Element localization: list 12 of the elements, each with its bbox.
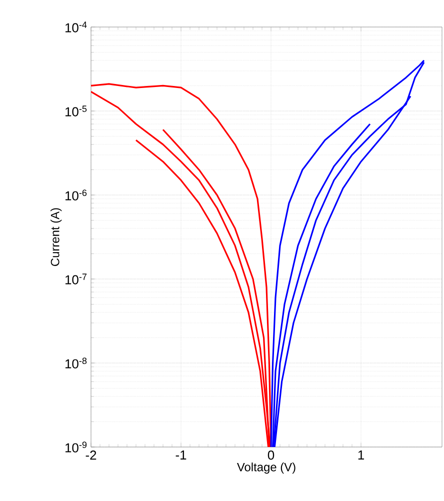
y-tick-label: 10$^{-4}$	[66, 22, 87, 32]
x-tick-label: -1	[176, 450, 186, 460]
y-tick-label: 10$^{-9}$	[66, 442, 87, 452]
y-tick-label: 10$^{-7}$	[66, 274, 87, 284]
y-tick-label: 10$^{-6}$	[66, 190, 87, 200]
y-tick-label: 10$^{-8}$	[66, 358, 87, 368]
x-tick-label: 0	[268, 450, 274, 460]
x-axis-title: Voltage (V)	[236, 462, 296, 474]
y-tick-label: 10$^{-5}$	[66, 106, 87, 116]
x-tick-label: 1	[358, 450, 364, 460]
x-tick-label: -2	[86, 450, 96, 460]
y-axis-title: Current (A)	[50, 208, 62, 266]
